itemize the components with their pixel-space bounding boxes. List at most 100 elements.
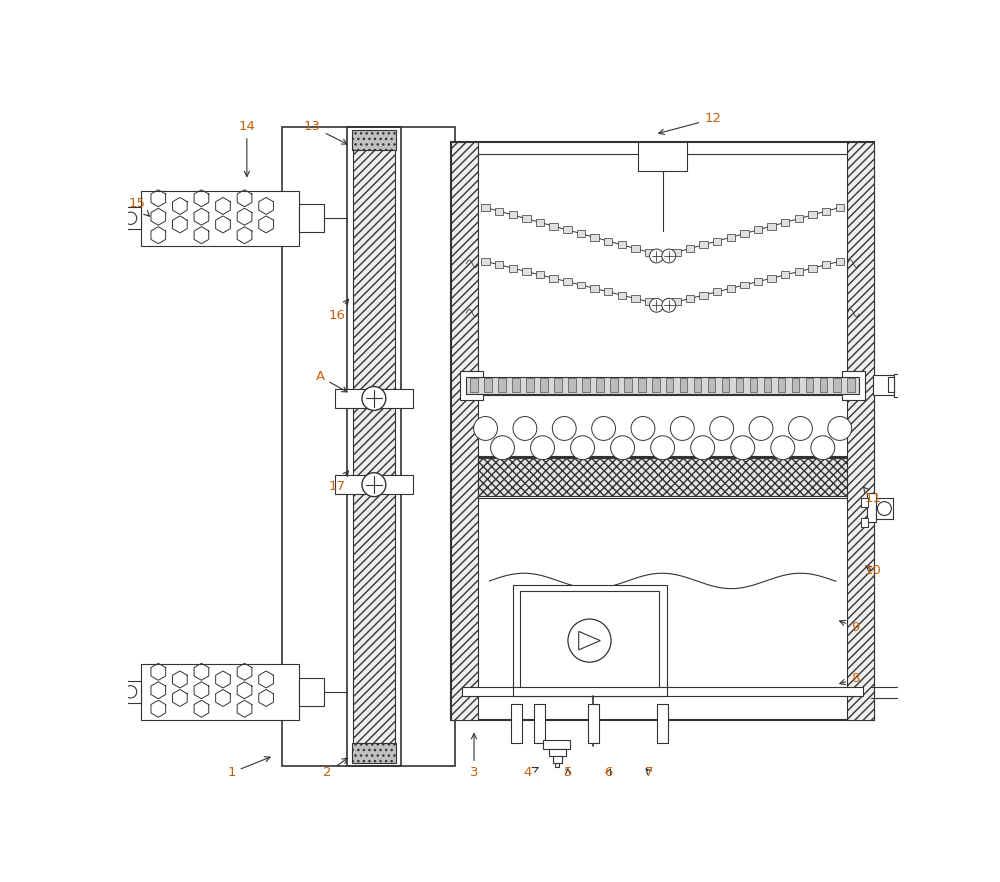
- Bar: [631, 295, 640, 302]
- Circle shape: [631, 416, 655, 440]
- Bar: [470, 378, 478, 392]
- Bar: [347, 127, 401, 766]
- Bar: [699, 242, 708, 248]
- Text: 4: 4: [524, 766, 538, 779]
- Bar: [604, 288, 612, 295]
- Bar: [577, 230, 585, 237]
- Bar: [549, 749, 566, 757]
- Bar: [511, 704, 522, 743]
- Bar: [680, 378, 687, 392]
- Bar: [352, 743, 396, 763]
- Bar: [638, 378, 646, 392]
- Bar: [481, 204, 490, 211]
- Circle shape: [568, 619, 611, 662]
- Bar: [686, 295, 694, 302]
- Bar: [781, 219, 789, 226]
- Bar: [778, 378, 785, 392]
- Bar: [727, 285, 735, 292]
- Text: A: A: [315, 370, 347, 392]
- Bar: [694, 378, 701, 392]
- Circle shape: [592, 416, 616, 440]
- Bar: [847, 378, 855, 392]
- Text: 11: 11: [863, 487, 881, 505]
- Text: 13: 13: [304, 120, 347, 144]
- Text: 15: 15: [128, 198, 149, 216]
- Bar: [727, 234, 735, 241]
- Bar: [795, 215, 803, 222]
- Bar: [460, 370, 483, 400]
- Bar: [299, 678, 324, 706]
- Circle shape: [124, 685, 137, 698]
- Bar: [543, 739, 570, 749]
- Bar: [867, 493, 876, 522]
- Bar: [767, 222, 776, 229]
- Bar: [478, 153, 847, 388]
- Bar: [645, 298, 653, 305]
- Bar: [699, 292, 708, 299]
- Bar: [554, 378, 562, 392]
- Bar: [722, 378, 729, 392]
- Circle shape: [531, 436, 554, 460]
- Bar: [495, 261, 503, 268]
- Bar: [512, 378, 520, 392]
- Bar: [713, 237, 721, 244]
- Bar: [618, 242, 626, 248]
- Circle shape: [662, 249, 676, 263]
- Bar: [610, 378, 618, 392]
- Bar: [536, 219, 544, 226]
- Bar: [481, 258, 490, 265]
- Bar: [652, 378, 660, 392]
- Circle shape: [124, 212, 137, 224]
- Bar: [624, 378, 632, 392]
- Bar: [808, 265, 817, 272]
- Bar: [522, 215, 531, 222]
- Circle shape: [788, 416, 812, 440]
- Bar: [754, 278, 762, 285]
- Bar: [713, 288, 721, 295]
- Bar: [520, 591, 659, 689]
- Circle shape: [828, 416, 852, 440]
- Circle shape: [749, 416, 773, 440]
- Bar: [335, 389, 413, 407]
- Bar: [590, 285, 599, 292]
- Bar: [792, 378, 799, 392]
- Bar: [540, 378, 548, 392]
- Bar: [686, 245, 694, 252]
- Bar: [590, 234, 599, 241]
- Bar: [658, 302, 667, 309]
- Bar: [822, 208, 830, 214]
- Circle shape: [651, 436, 675, 460]
- Text: 14: 14: [238, 120, 255, 176]
- Bar: [596, 378, 604, 392]
- Bar: [888, 377, 894, 392]
- Bar: [740, 281, 749, 288]
- Bar: [604, 237, 612, 244]
- Bar: [876, 497, 893, 519]
- Text: 2: 2: [323, 759, 348, 779]
- Text: 8: 8: [840, 672, 859, 685]
- Bar: [666, 378, 673, 392]
- Bar: [555, 763, 559, 767]
- Text: 9: 9: [840, 620, 859, 633]
- Bar: [836, 204, 844, 211]
- Bar: [781, 272, 789, 279]
- Bar: [657, 704, 668, 743]
- Bar: [806, 378, 813, 392]
- Bar: [658, 252, 667, 259]
- Bar: [549, 222, 558, 229]
- Bar: [736, 378, 743, 392]
- Bar: [141, 664, 299, 720]
- Text: 12: 12: [659, 112, 721, 134]
- Bar: [299, 205, 324, 232]
- Bar: [568, 378, 576, 392]
- Bar: [553, 757, 562, 763]
- Circle shape: [362, 386, 386, 410]
- Bar: [451, 142, 874, 720]
- Circle shape: [650, 298, 663, 312]
- Text: 5: 5: [564, 766, 572, 779]
- Text: 10: 10: [864, 564, 881, 578]
- Text: 7: 7: [645, 766, 654, 779]
- Circle shape: [710, 416, 734, 440]
- Bar: [513, 585, 667, 697]
- Bar: [509, 265, 517, 272]
